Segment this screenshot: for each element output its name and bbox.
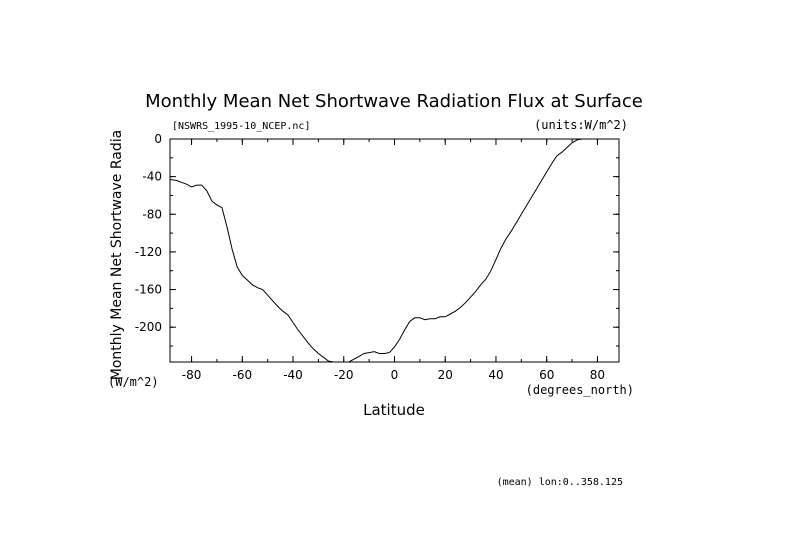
y-axis-title: Monthly Mean Net Shortwave Radia — [109, 130, 125, 380]
chart-title: Monthly Mean Net Shortwave Radiation Flu… — [145, 91, 643, 112]
plot-area: 0-40-80-120-160-200 -80 -60 -40 -20 0 20 40 60 8… — [135, 132, 620, 382]
file-label: [NSWRS_1995-10_NCEP.nc] — [172, 121, 310, 132]
y-tick-label: 0 — [154, 132, 162, 146]
x-axis-title: Latitude — [363, 401, 425, 419]
y-tick-label: -160 — [135, 283, 162, 297]
x-axis-units: (degrees_north) — [526, 383, 634, 397]
series-line-nswrs — [169, 138, 619, 363]
y-tick-label: -200 — [135, 320, 162, 334]
y-tick-label: -80 — [142, 207, 162, 221]
x-tick-label: 20 — [438, 368, 453, 382]
footnote: (mean) lon:0..358.125 — [497, 477, 623, 488]
y-tick-label: -120 — [135, 245, 162, 259]
y-tick-label: -40 — [142, 170, 162, 184]
x-tick-label: -80 — [182, 368, 202, 382]
x-tick-label: -60 — [232, 368, 252, 382]
x-tick-label: -20 — [334, 368, 354, 382]
x-tick-label: 80 — [590, 368, 605, 382]
x-tick-label: 40 — [488, 368, 503, 382]
x-tick-label: 60 — [539, 368, 554, 382]
plot-frame — [169, 138, 620, 363]
y-axis-units: (W/m^2) — [108, 375, 159, 389]
x-axis: -80 -60 -40 -20 0 20 40 60 80 — [182, 139, 605, 382]
units-label: (units:W/m^2) — [534, 118, 628, 132]
y-axis: 0 -40 -80 -120 -160 -200 — [135, 132, 619, 347]
x-tick-label: 0 — [391, 368, 399, 382]
x-tick-label: -40 — [283, 368, 303, 382]
